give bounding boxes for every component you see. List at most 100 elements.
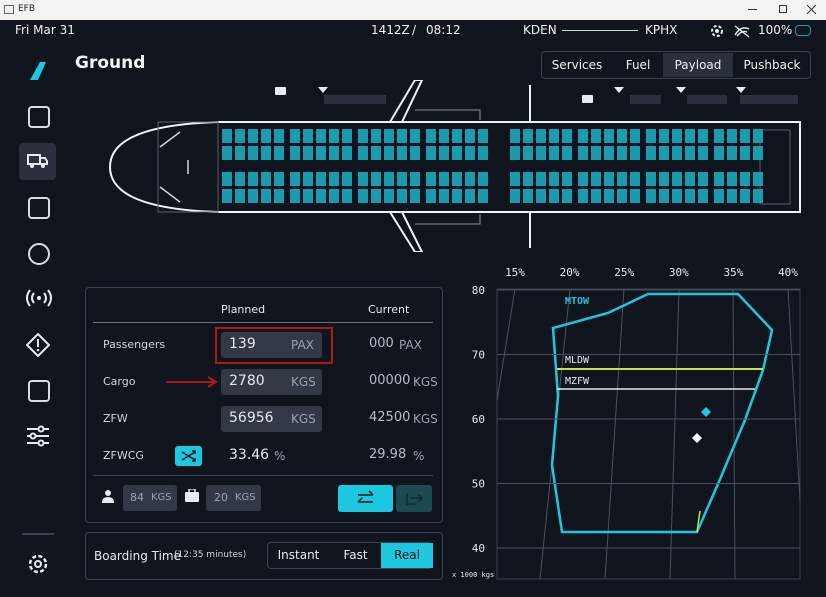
compass-icon[interactable] <box>28 243 50 265</box>
seat <box>523 146 533 160</box>
seat <box>549 129 559 143</box>
seat <box>685 189 695 203</box>
current-unit: % <box>413 449 425 463</box>
seat <box>591 146 601 160</box>
boarding-option[interactable]: Instant <box>277 548 320 562</box>
seat <box>646 172 656 186</box>
seat <box>672 146 682 160</box>
seat <box>222 129 232 143</box>
seat <box>617 146 627 160</box>
seat <box>659 189 669 203</box>
close-button[interactable] <box>807 5 816 14</box>
seat <box>562 172 572 186</box>
seat <box>452 189 462 203</box>
payload-panel <box>85 287 443 523</box>
shuffle-button[interactable] <box>175 446 202 466</box>
cg-envelope-chart: MTOW MLDW MZFW x 1000 kgs 15% 20% 25% 30% 35… <box>452 266 801 580</box>
destination: KPHX <box>645 23 678 37</box>
seat <box>536 129 546 143</box>
y-axis-label: 80 <box>472 284 485 297</box>
planned-header: Planned <box>221 303 266 316</box>
settings-icon[interactable] <box>26 552 50 576</box>
seat <box>478 146 488 160</box>
boarding-option[interactable]: Real <box>381 543 433 568</box>
logo <box>30 62 46 80</box>
seat <box>617 172 627 186</box>
pax-weight: 84 <box>130 491 144 504</box>
current-unit: KGS <box>413 375 438 389</box>
deboard-button[interactable] <box>396 485 432 512</box>
seat <box>536 189 546 203</box>
boarding-note: (12:35 minutes) <box>174 550 247 560</box>
seat <box>303 129 313 143</box>
row-label: ZFWCG <box>103 449 144 462</box>
tab[interactable]: Fuel <box>625 58 651 72</box>
boarding-option[interactable]: Fast <box>343 548 368 562</box>
boarding-label: Boarding Time <box>94 549 182 563</box>
seat <box>303 189 313 203</box>
bag-weight-box[interactable]: 20 KGS <box>206 485 261 511</box>
minimize-button[interactable] <box>748 9 757 10</box>
seat <box>630 146 640 160</box>
row-label: ZFW <box>103 412 128 425</box>
seat <box>698 172 708 186</box>
signal-icon[interactable] <box>26 288 52 310</box>
planned-box[interactable] <box>221 332 322 358</box>
seat <box>439 172 449 186</box>
planned-box[interactable] <box>221 406 322 432</box>
pax-weight-box[interactable]: 84 KGS <box>123 485 177 511</box>
planned-unit: % <box>274 449 286 463</box>
planned-unit: KGS <box>291 375 316 389</box>
tab[interactable]: Pushback <box>743 58 801 72</box>
seat <box>727 189 737 203</box>
seat <box>536 172 546 186</box>
planned-box[interactable] <box>221 369 322 395</box>
seat <box>397 146 407 160</box>
seat <box>439 189 449 203</box>
seat <box>685 146 695 160</box>
planned-value: 33.46 <box>229 447 270 463</box>
seat <box>714 189 724 203</box>
ground-nav-active[interactable] <box>19 143 56 180</box>
seat <box>316 189 326 203</box>
tab[interactable]: Services <box>551 58 603 72</box>
seat <box>672 129 682 143</box>
seat <box>290 146 300 160</box>
seat <box>452 129 462 143</box>
settings-sliders-icon[interactable] <box>26 425 50 447</box>
seat <box>510 189 520 203</box>
header-divider <box>93 322 433 323</box>
seat <box>397 129 407 143</box>
checklist-done-icon[interactable] <box>28 380 50 402</box>
seat <box>685 129 695 143</box>
seat <box>274 189 284 203</box>
page-title: Ground <box>75 53 146 73</box>
seat <box>604 146 614 160</box>
row-divider <box>93 475 433 476</box>
seat <box>604 172 614 186</box>
seat <box>646 146 656 160</box>
calculator-icon[interactable] <box>28 197 50 219</box>
seat <box>452 172 462 186</box>
warning-icon[interactable] <box>26 333 50 357</box>
tab[interactable]: Payload <box>663 53 733 77</box>
seat <box>358 129 368 143</box>
person-icon <box>102 490 114 503</box>
seat <box>562 189 572 203</box>
checklist-icon[interactable] <box>28 106 50 128</box>
seat <box>410 146 420 160</box>
row-label: Passengers <box>103 338 166 351</box>
seat <box>659 172 669 186</box>
seat <box>261 189 271 203</box>
planned-unit: PAX <box>291 338 314 352</box>
seat <box>578 146 588 160</box>
seat <box>578 129 588 143</box>
board-button[interactable] <box>338 485 393 512</box>
seat <box>478 189 488 203</box>
seat <box>397 172 407 186</box>
seat <box>316 172 326 186</box>
maximize-button[interactable] <box>779 5 787 13</box>
seat <box>329 146 339 160</box>
x-axis-label: 25% <box>614 266 634 279</box>
planned-value: 139 <box>229 336 256 352</box>
